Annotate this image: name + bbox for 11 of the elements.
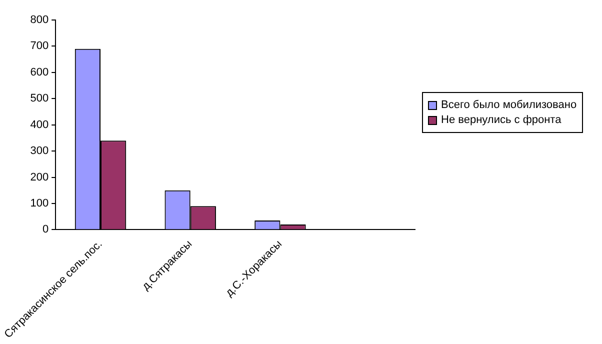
y-tick-label: 0	[42, 224, 49, 236]
y-tick-label: 400	[30, 118, 49, 131]
y-tick-label: 500	[30, 92, 49, 105]
legend-label: Не вернулись с фронта	[441, 114, 562, 126]
y-tick-label: 100	[30, 198, 49, 210]
legend-label: Всего было мобилизовано	[441, 99, 577, 111]
y-tick-label: 300	[30, 145, 49, 158]
y-tick-label: 700	[30, 40, 49, 52]
y-tick-label: 200	[30, 171, 49, 184]
y-tick-label: 600	[30, 66, 49, 78]
y-tick-label: 800	[30, 14, 49, 26]
